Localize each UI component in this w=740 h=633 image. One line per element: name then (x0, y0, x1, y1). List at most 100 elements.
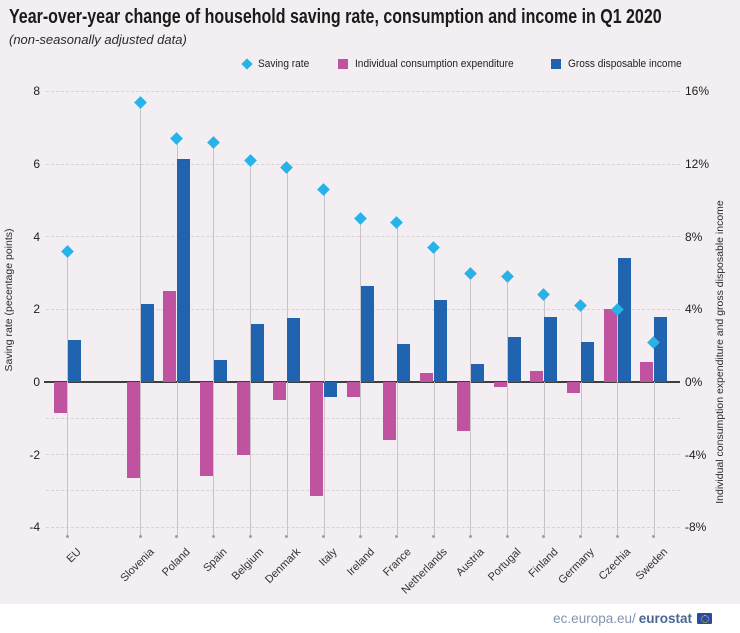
bar-consumption-belgium (236, 382, 250, 455)
stem-dot (65, 534, 69, 538)
bar-consumption-italy (310, 382, 324, 497)
x-axis-label-italy: Italy (317, 546, 341, 569)
bar-income-belgium (250, 323, 264, 382)
gridline (46, 490, 680, 492)
bar-consumption-poland (163, 291, 177, 382)
gridline (46, 454, 680, 456)
right-axis-tick-label: -4% (685, 447, 707, 462)
left-axis-tick-label: 0 (33, 375, 40, 389)
legend: Saving rate Individual consumption expen… (241, 58, 692, 70)
income-square-icon (551, 59, 562, 69)
x-axis-label-sweden: Sweden (633, 546, 671, 583)
bar-consumption-sweden (640, 362, 654, 382)
bar-consumption-austria (456, 382, 470, 432)
diamond-saving-austria (464, 266, 477, 280)
left-axis-tick-label: 8 (33, 84, 40, 99)
bar-consumption-slovenia (126, 382, 140, 479)
right-axis-tick-label: 4% (685, 302, 703, 317)
diamond-saving-poland (170, 132, 184, 145)
diamond-saving-spain (207, 135, 220, 149)
bar-income-france (397, 343, 411, 382)
x-axis-label-eu: EU (64, 546, 84, 566)
right-axis-tick-label: 12% (685, 157, 710, 172)
x-axis-label-ireland: Ireland (344, 546, 377, 579)
left-axis-tick-label: -4 (29, 520, 40, 535)
left-axis-tick-label: 6 (33, 157, 40, 172)
x-axis-label-germany: Germany (556, 546, 598, 587)
right-axis-tick-label: -8% (685, 520, 707, 535)
stem-dot (468, 534, 472, 538)
stem-dot (652, 534, 656, 538)
diamond-saving-eu (60, 244, 74, 258)
link-bold: eurostat (638, 611, 692, 626)
diamond-saving-portugal (500, 270, 514, 284)
x-axis-label-spain: Spain (201, 546, 230, 575)
consumption-square-icon (338, 59, 349, 69)
link-prefix: ec.europa.eu/ (553, 611, 636, 626)
diamond-saving-ireland (353, 212, 367, 225)
bar-income-portugal (507, 336, 521, 382)
bar-consumption-germany (567, 382, 581, 393)
eurostat-link[interactable]: ec.europa.eu/eurostat (553, 611, 712, 626)
right-axis-tick-label: 0% (685, 375, 703, 389)
left-axis-title: Saving rate (pecentage points) (3, 228, 15, 372)
x-axis-label-slovenia: Slovenia (118, 546, 157, 585)
bar-income-germany (581, 342, 595, 382)
gridline (46, 236, 680, 238)
bar-consumption-finland (530, 371, 544, 382)
x-axis-label-czechia: Czechia (597, 546, 634, 583)
legend-label: Saving rate (258, 58, 310, 70)
x-axis-label-austria: Austria (454, 546, 487, 579)
right-axis-tick-label: 8% (685, 229, 703, 244)
right-axis-title: Individual consumption expenditure and g… (714, 200, 726, 504)
gridline (46, 90, 680, 92)
gridline (46, 417, 680, 419)
diamond-saving-italy (317, 183, 330, 196)
chart-title: Year-over-year change of household savin… (9, 6, 662, 28)
x-axis-label-poland: Poland (160, 546, 194, 579)
left-axis-tick-label: 2 (33, 302, 40, 317)
diamond-saving-germany (574, 299, 587, 313)
stem-dot (395, 534, 399, 538)
gridline (46, 526, 680, 528)
eu-flag-icon (697, 613, 712, 624)
diamond-saving-finland (537, 288, 551, 302)
diamond-stem (543, 297, 545, 535)
x-axis-line (44, 381, 680, 383)
diamond-stem (653, 345, 655, 535)
stem-dot (248, 534, 252, 538)
stem-dot (432, 534, 436, 538)
stem-dot (505, 534, 509, 538)
diamond-stem (507, 279, 509, 535)
bar-income-czechia (617, 258, 631, 382)
bar-income-denmark (287, 318, 301, 382)
legend-item-income: Gross disposable income (551, 58, 692, 70)
bar-consumption-france (383, 382, 397, 441)
bar-income-ireland (360, 285, 374, 382)
x-axis-label-france: France (380, 546, 414, 579)
x-axis-label-finland: Finland (526, 546, 561, 580)
stem-dot (285, 534, 289, 538)
bar-income-spain (213, 360, 227, 382)
bar-consumption-netherlands (420, 372, 434, 382)
diamond-stem (617, 312, 619, 535)
stem-dot (175, 534, 179, 538)
bar-income-finland (544, 316, 558, 382)
bar-income-poland (177, 158, 191, 382)
stem-dot (358, 534, 362, 538)
diamond-saving-netherlands (427, 241, 441, 254)
right-axis-tick-label: 16% (685, 84, 710, 99)
footer-bar: ec.europa.eu/eurostat (0, 604, 740, 633)
stem-dot (579, 534, 583, 538)
bar-consumption-czechia (603, 309, 617, 382)
legend-item-consumption: Individual consumption expenditure (338, 58, 527, 70)
bar-income-slovenia (140, 303, 154, 382)
diamond-stem (433, 250, 435, 535)
diamond-stem (323, 192, 325, 535)
left-axis-tick-label: 4 (33, 229, 40, 244)
legend-item-saving-rate: Saving rate (241, 58, 314, 70)
legend-label: Gross disposable income (568, 58, 683, 70)
diamond-saving-belgium (243, 154, 257, 167)
